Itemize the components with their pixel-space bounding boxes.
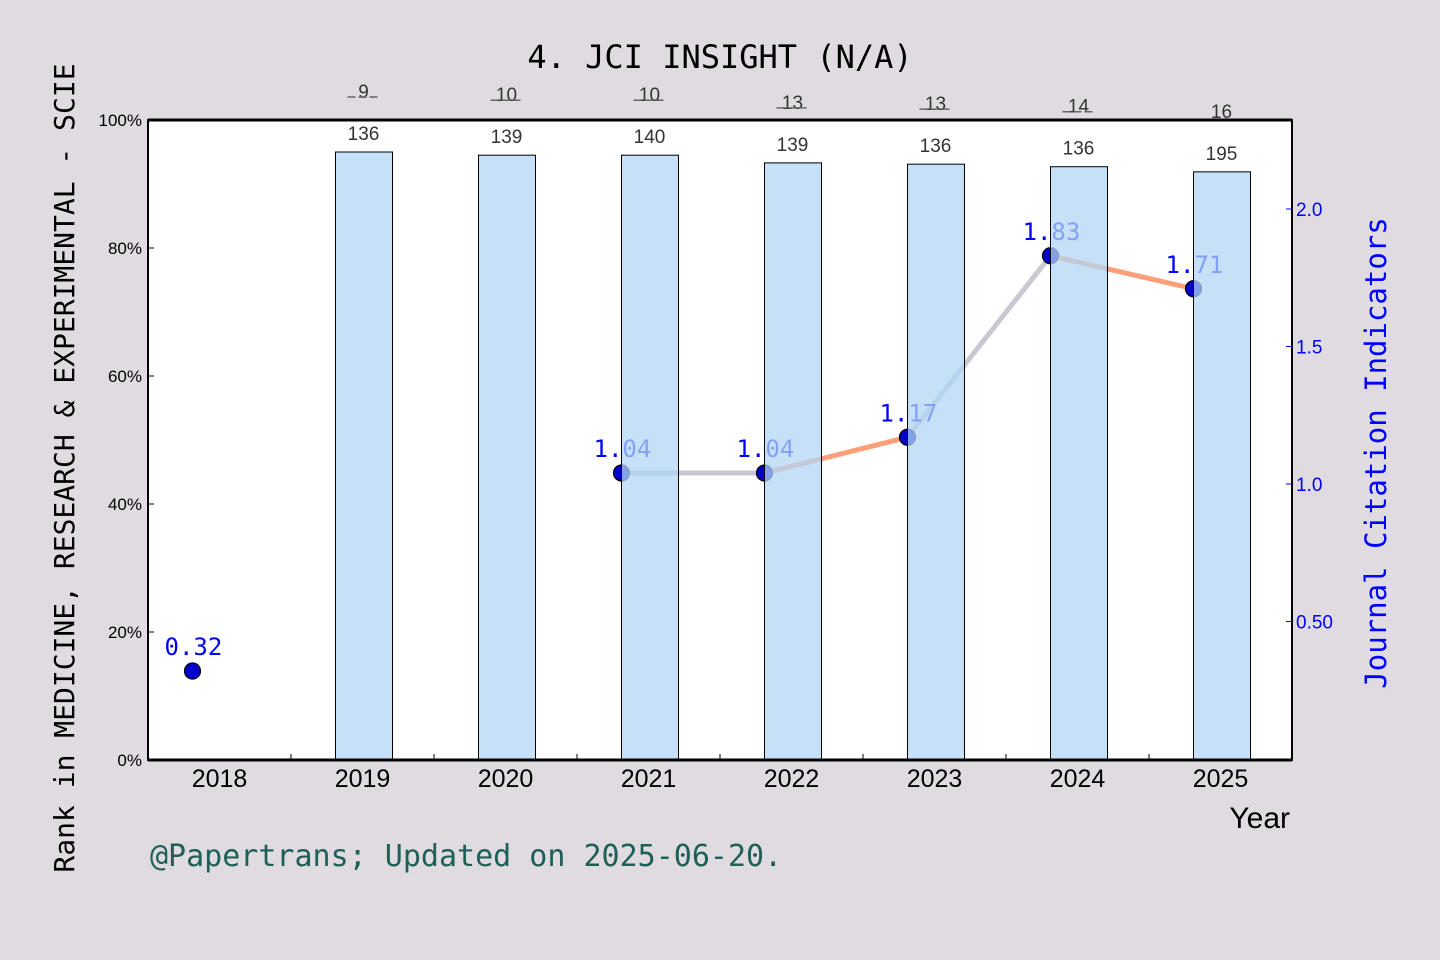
total-label: 136 [348, 124, 380, 145]
bar [1193, 171, 1251, 761]
rank-label: 10 [639, 85, 660, 106]
x-tick-label: 2020 [478, 765, 534, 793]
chart-title: 4. JCI INSIGHT (N/A) [527, 38, 912, 76]
x-tick-label: 2025 [1193, 765, 1249, 793]
rank-label: 9 [358, 82, 369, 103]
right-tick-label: 1.5 [1296, 338, 1322, 359]
total-label: 136 [920, 136, 952, 157]
x-tick-label: 2022 [764, 765, 820, 793]
x-tick-label: 2023 [907, 765, 963, 793]
bar [335, 151, 393, 761]
x-tick-label: 2021 [621, 765, 677, 793]
rank-label: 13 [925, 94, 946, 115]
footer-credit: @Papertrans; Updated on 2025-06-20. [150, 839, 782, 874]
point-label: 0.32 [165, 633, 223, 661]
x-axis-label: Year [1229, 802, 1290, 835]
rank-label: 16 [1211, 102, 1232, 123]
total-label: 140 [634, 127, 666, 148]
bar-series: 9 136 10 139 10 140 13 139 13 136 14 136 16 195 [335, 82, 1251, 761]
axes: 0% 20% 40% 60% 80% 100% 0.50 1.0 1.5 2.0 2018 2019 2… [99, 111, 1333, 793]
x-tick-label: 2024 [1050, 765, 1106, 793]
right-axis-label: Journal Citation Indicators [1359, 217, 1393, 688]
line-point [183, 662, 202, 680]
x-tick-label: 2018 [192, 765, 248, 793]
bar [907, 163, 965, 761]
right-tick-label: 0.50 [1296, 613, 1333, 634]
left-tick-label: 80% [108, 239, 142, 258]
left-tick-label: 100% [99, 111, 142, 130]
total-label: 195 [1206, 144, 1238, 165]
bar [478, 154, 536, 761]
right-tick-label: 2.0 [1296, 200, 1322, 221]
total-label: 136 [1063, 139, 1095, 160]
left-axis-label: Rank in MEDICINE, RESEARCH & EXPERIMENTA… [48, 63, 81, 872]
total-label: 139 [491, 127, 523, 148]
rank-label: 10 [496, 85, 517, 106]
left-tick-label: 40% [108, 495, 142, 514]
bar [764, 162, 822, 761]
right-tick-label: 1.0 [1296, 475, 1322, 496]
left-tick-label: 20% [108, 623, 142, 642]
bar [621, 154, 679, 761]
left-tick-label: 0% [117, 751, 142, 770]
plot-area [148, 120, 1292, 760]
x-tick-label: 2019 [335, 765, 391, 793]
total-label: 139 [777, 135, 809, 156]
rank-label: 14 [1068, 97, 1090, 118]
rank-label: 13 [782, 93, 803, 114]
left-tick-label: 60% [108, 367, 142, 386]
bar [1050, 166, 1108, 761]
